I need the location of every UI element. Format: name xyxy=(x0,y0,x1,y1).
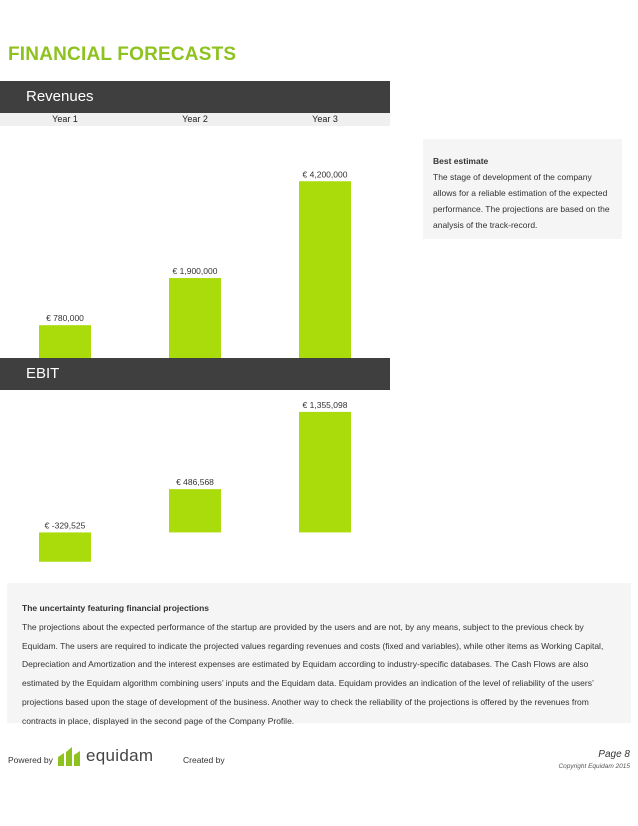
logo-text: equidam xyxy=(86,746,154,765)
bar xyxy=(39,532,91,562)
year-label: Year 1 xyxy=(52,114,78,124)
bar xyxy=(169,278,221,358)
year-label: Year 2 xyxy=(182,114,208,124)
year-header-row: Year 1 Year 2 Year 3 xyxy=(0,113,390,126)
data-label: € 486,568 xyxy=(176,477,214,487)
bar xyxy=(299,411,351,533)
bar xyxy=(39,325,91,358)
equidam-logo-icon xyxy=(58,747,80,766)
revenue-chart: € 780,000 € 1,900,000 € 4,200,000 xyxy=(39,169,351,358)
info-title: The uncertainty featuring financial proj… xyxy=(22,603,210,613)
data-label: € -329,525 xyxy=(45,520,86,530)
created-by-label: Created by xyxy=(183,755,225,765)
best-estimate-note: Best estimate The stage of development o… xyxy=(423,139,622,239)
equidam-logo[interactable]: equidam xyxy=(56,745,153,767)
powered-by-label: Powered by xyxy=(8,755,53,765)
note-title: Best estimate xyxy=(433,156,489,166)
data-label: € 1,355,098 xyxy=(303,400,348,410)
bar xyxy=(299,181,351,358)
uncertainty-info-box: The uncertainty featuring financial proj… xyxy=(7,583,631,726)
data-label: € 1,900,000 xyxy=(173,266,218,276)
page-title: FINANCIAL FORECASTS xyxy=(8,44,237,65)
year-label: Year 3 xyxy=(312,114,338,124)
ebit-section-header: EBIT xyxy=(0,358,390,390)
info-text: The projections about the expected perfo… xyxy=(22,621,604,726)
copyright: Copyright Equidam 2015 xyxy=(558,763,630,770)
bar xyxy=(169,489,221,533)
ebit-chart: € -329,525 € 486,568 € 1,355,098 xyxy=(39,400,351,562)
page-number: Page 8 xyxy=(598,749,630,760)
data-label: € 4,200,000 xyxy=(303,169,348,179)
note-text: The stage of development of the company … xyxy=(433,172,610,230)
revenues-section-header: Revenues xyxy=(0,81,390,113)
data-label: € 780,000 xyxy=(46,313,84,323)
